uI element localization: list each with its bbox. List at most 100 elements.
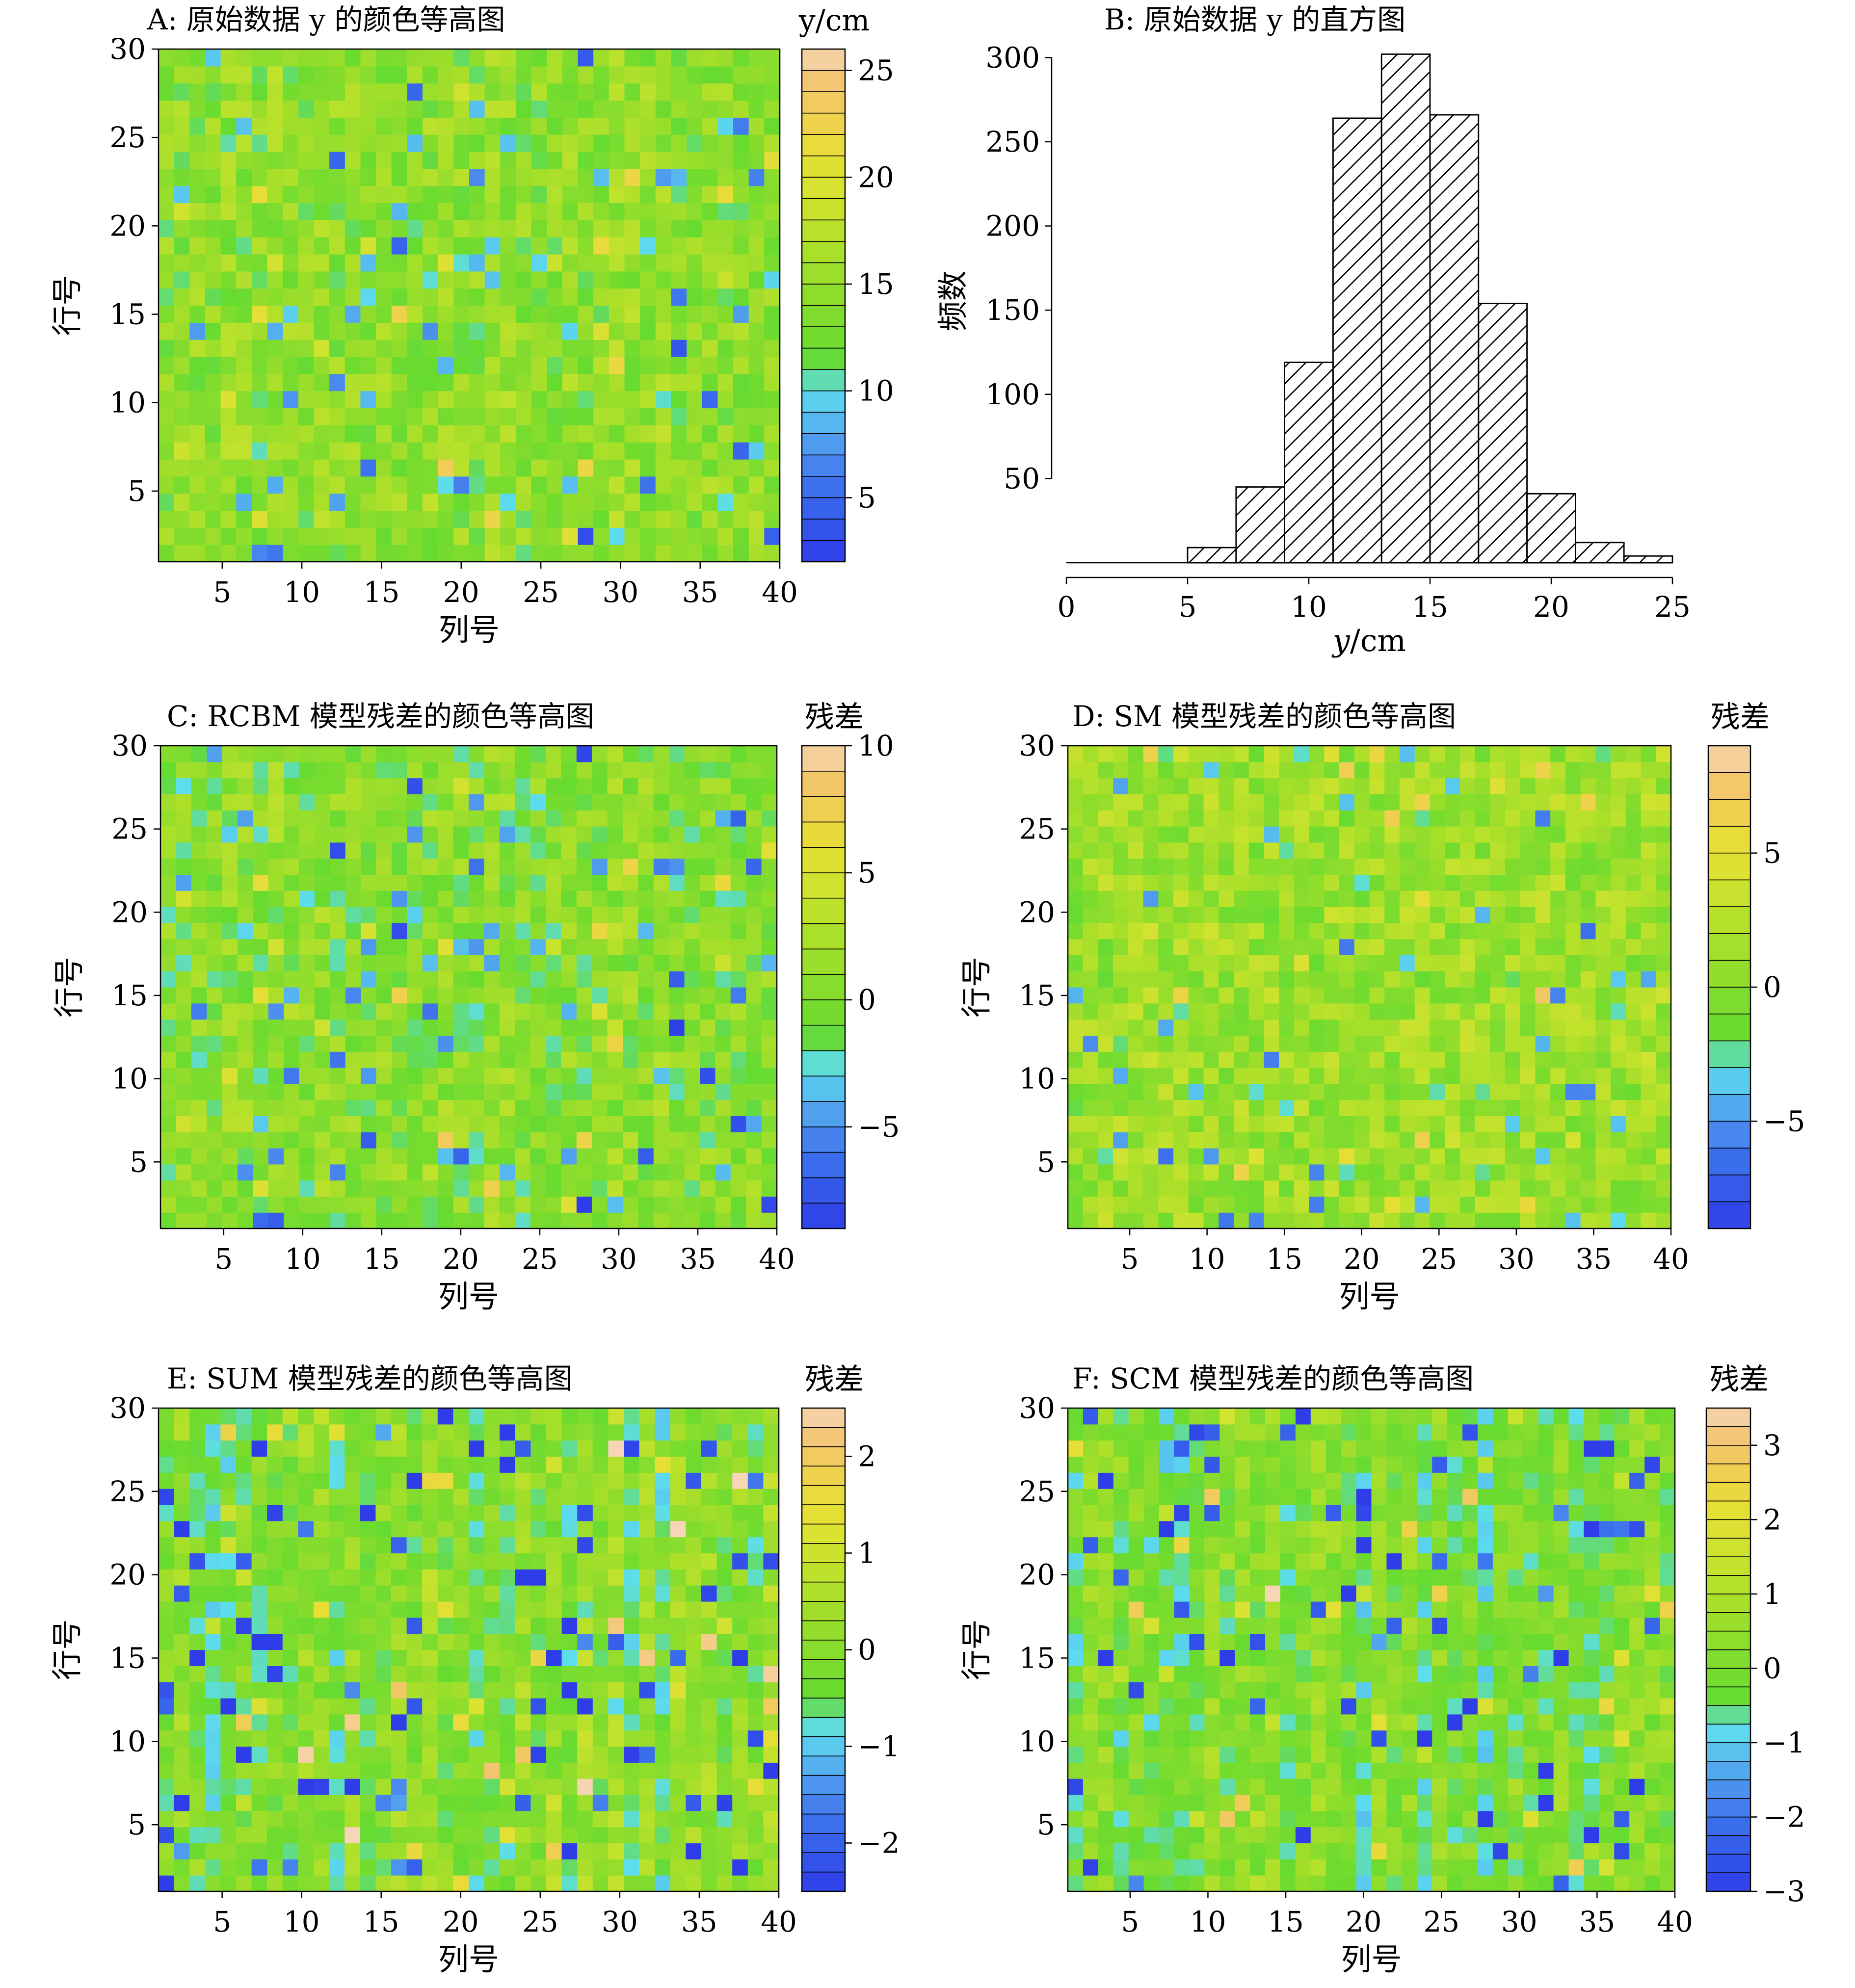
contour-cell bbox=[1369, 810, 1385, 827]
contour-cell bbox=[1445, 858, 1460, 875]
contour-cell bbox=[531, 49, 547, 67]
contour-cell bbox=[344, 1537, 361, 1554]
contour-cell bbox=[1158, 939, 1174, 955]
contour-cell bbox=[1188, 1148, 1204, 1165]
colorbar-tick-label: 5 bbox=[858, 856, 876, 889]
contour-cell bbox=[1550, 1068, 1566, 1084]
contour-cell bbox=[174, 1633, 190, 1650]
contour-cell bbox=[174, 288, 190, 306]
contour-cell bbox=[253, 1196, 269, 1213]
contour-cell bbox=[1625, 874, 1642, 891]
contour-cell bbox=[561, 1180, 577, 1197]
contour-cell bbox=[238, 1196, 253, 1213]
contour-cell bbox=[222, 1116, 238, 1132]
contour-cell bbox=[1098, 922, 1113, 940]
contour-cell bbox=[484, 1633, 500, 1650]
contour-cell bbox=[592, 826, 608, 843]
contour-cell bbox=[561, 1553, 578, 1569]
contour-cell bbox=[1234, 761, 1249, 779]
colorbar-level bbox=[801, 347, 846, 370]
contour-cell bbox=[608, 1424, 624, 1441]
contour-cell bbox=[360, 340, 376, 357]
contour-cell bbox=[1490, 858, 1506, 875]
contour-cell bbox=[1143, 955, 1159, 971]
contour-cell bbox=[764, 185, 780, 204]
contour-cell bbox=[1068, 922, 1084, 940]
contour-cell bbox=[205, 1779, 221, 1795]
contour-cell bbox=[345, 1083, 361, 1100]
contour-cell bbox=[222, 987, 238, 1004]
contour-cell bbox=[1505, 826, 1521, 843]
contour-cell bbox=[329, 459, 345, 477]
contour-cell bbox=[717, 493, 734, 511]
contour-cell bbox=[1234, 1068, 1249, 1084]
contour-cell bbox=[236, 83, 252, 101]
y-tick-label: 5 bbox=[1037, 1145, 1055, 1178]
contour-cell bbox=[655, 357, 672, 374]
contour-cell bbox=[577, 1569, 593, 1586]
contour-cell bbox=[515, 939, 531, 955]
contour-cell bbox=[375, 1505, 392, 1521]
contour-cell bbox=[282, 1746, 298, 1763]
contour-cell bbox=[438, 1003, 454, 1020]
contour-cell bbox=[176, 890, 192, 907]
contour-cell bbox=[1520, 1083, 1536, 1100]
contour-cell bbox=[251, 134, 268, 152]
contour-cell bbox=[406, 1827, 423, 1844]
contour-cell bbox=[1595, 922, 1611, 940]
contour-cell bbox=[515, 1003, 531, 1020]
contour-cell bbox=[1234, 874, 1249, 891]
contour-cell bbox=[576, 761, 592, 779]
contour-cell bbox=[1128, 858, 1144, 875]
contour-cell bbox=[500, 476, 516, 494]
contour-cell bbox=[484, 288, 501, 306]
contour-cell bbox=[159, 408, 175, 425]
contour-cell bbox=[391, 1601, 407, 1618]
contour-cell bbox=[730, 890, 746, 907]
contour-cell bbox=[361, 874, 377, 891]
contour-cell bbox=[268, 810, 284, 827]
contour-cell bbox=[1641, 1132, 1656, 1149]
contour-cell bbox=[314, 1714, 330, 1731]
contour-cell bbox=[531, 442, 547, 460]
contour-cell bbox=[329, 357, 345, 374]
contour-cell bbox=[562, 545, 579, 562]
contour-cell bbox=[438, 185, 454, 204]
contour-cell bbox=[655, 168, 672, 186]
contour-cell bbox=[189, 1666, 206, 1682]
contour-cell bbox=[329, 1601, 345, 1618]
contour-cell bbox=[360, 1456, 376, 1473]
contour-cell bbox=[576, 1051, 592, 1068]
contour-cell bbox=[329, 1666, 345, 1682]
panel-title: C: RCBM 模型残差的颜色等高图 bbox=[167, 700, 594, 733]
contour-cell bbox=[687, 527, 703, 545]
contour-cell bbox=[1580, 1196, 1596, 1213]
contour-cell bbox=[1641, 1164, 1656, 1181]
contour-cell bbox=[189, 1424, 206, 1441]
contour-cell bbox=[361, 826, 377, 843]
contour-cell bbox=[238, 1099, 253, 1116]
contour-cell bbox=[701, 1633, 717, 1650]
contour-cell bbox=[1128, 987, 1144, 1004]
contour-cell bbox=[576, 907, 592, 923]
contour-cell bbox=[639, 1843, 655, 1859]
contour-cell bbox=[1611, 1132, 1626, 1149]
contour-cell bbox=[330, 1035, 346, 1052]
contour-cell bbox=[764, 237, 780, 255]
contour-cell bbox=[1490, 890, 1506, 907]
contour-cell bbox=[344, 1489, 361, 1505]
contour-cell bbox=[1430, 1180, 1445, 1197]
contour-cell bbox=[515, 1601, 531, 1618]
contour-cell bbox=[687, 408, 703, 425]
contour-cell bbox=[639, 1762, 655, 1779]
contour-cell bbox=[375, 1617, 392, 1634]
contour-cell bbox=[376, 939, 392, 955]
contour-cell bbox=[438, 1051, 454, 1068]
contour-cell bbox=[391, 459, 408, 477]
contour-cell bbox=[1595, 987, 1611, 1004]
contour-cell bbox=[546, 1083, 561, 1100]
contour-cell bbox=[1399, 778, 1415, 794]
contour-cell bbox=[469, 874, 484, 891]
contour-cell bbox=[238, 826, 253, 843]
contour-cell bbox=[730, 874, 746, 891]
